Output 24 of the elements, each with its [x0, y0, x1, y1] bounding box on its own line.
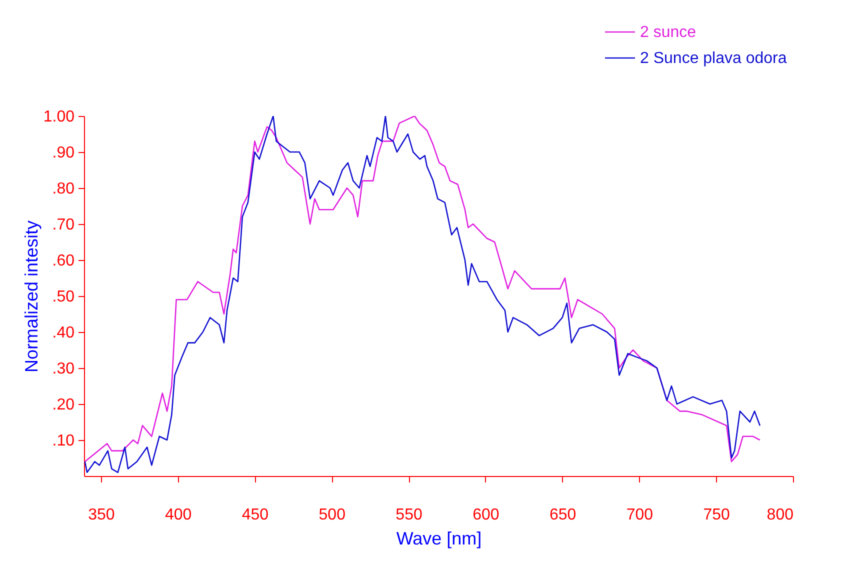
legend-label: 2 Sunce plava odora: [640, 50, 787, 67]
x-tick-label: 600: [472, 506, 500, 524]
y-tick-label: 1.00: [43, 108, 75, 126]
x-tick-label: 350: [88, 506, 115, 524]
y-tick-label: .10: [52, 432, 75, 450]
x-tick-label: 650: [549, 506, 576, 524]
y-axis-title: Normalized intesity: [21, 220, 42, 373]
y-tick-label: .40: [52, 324, 75, 342]
y-tick-label: .20: [52, 396, 75, 414]
y-tick-label: .90: [52, 144, 75, 162]
x-tick-label: 700: [626, 506, 654, 524]
x-tick-label: 400: [164, 506, 192, 524]
legend-label: 2 sunce: [640, 24, 696, 41]
y-tick-label: .80: [52, 180, 75, 198]
x-tick-label: 750: [703, 506, 730, 524]
y-tick-label: .60: [52, 252, 75, 270]
x-tick-label: 500: [318, 506, 346, 524]
x-tick-label: 550: [396, 506, 422, 524]
x-tick-label: 800: [766, 506, 794, 524]
y-tick-label: .70: [52, 216, 75, 234]
y-tick-label: .30: [52, 360, 75, 378]
y-tick-label: .50: [52, 288, 75, 306]
x-axis-title: Wave [nm]: [396, 528, 482, 548]
x-tick-label: 450: [242, 506, 269, 524]
